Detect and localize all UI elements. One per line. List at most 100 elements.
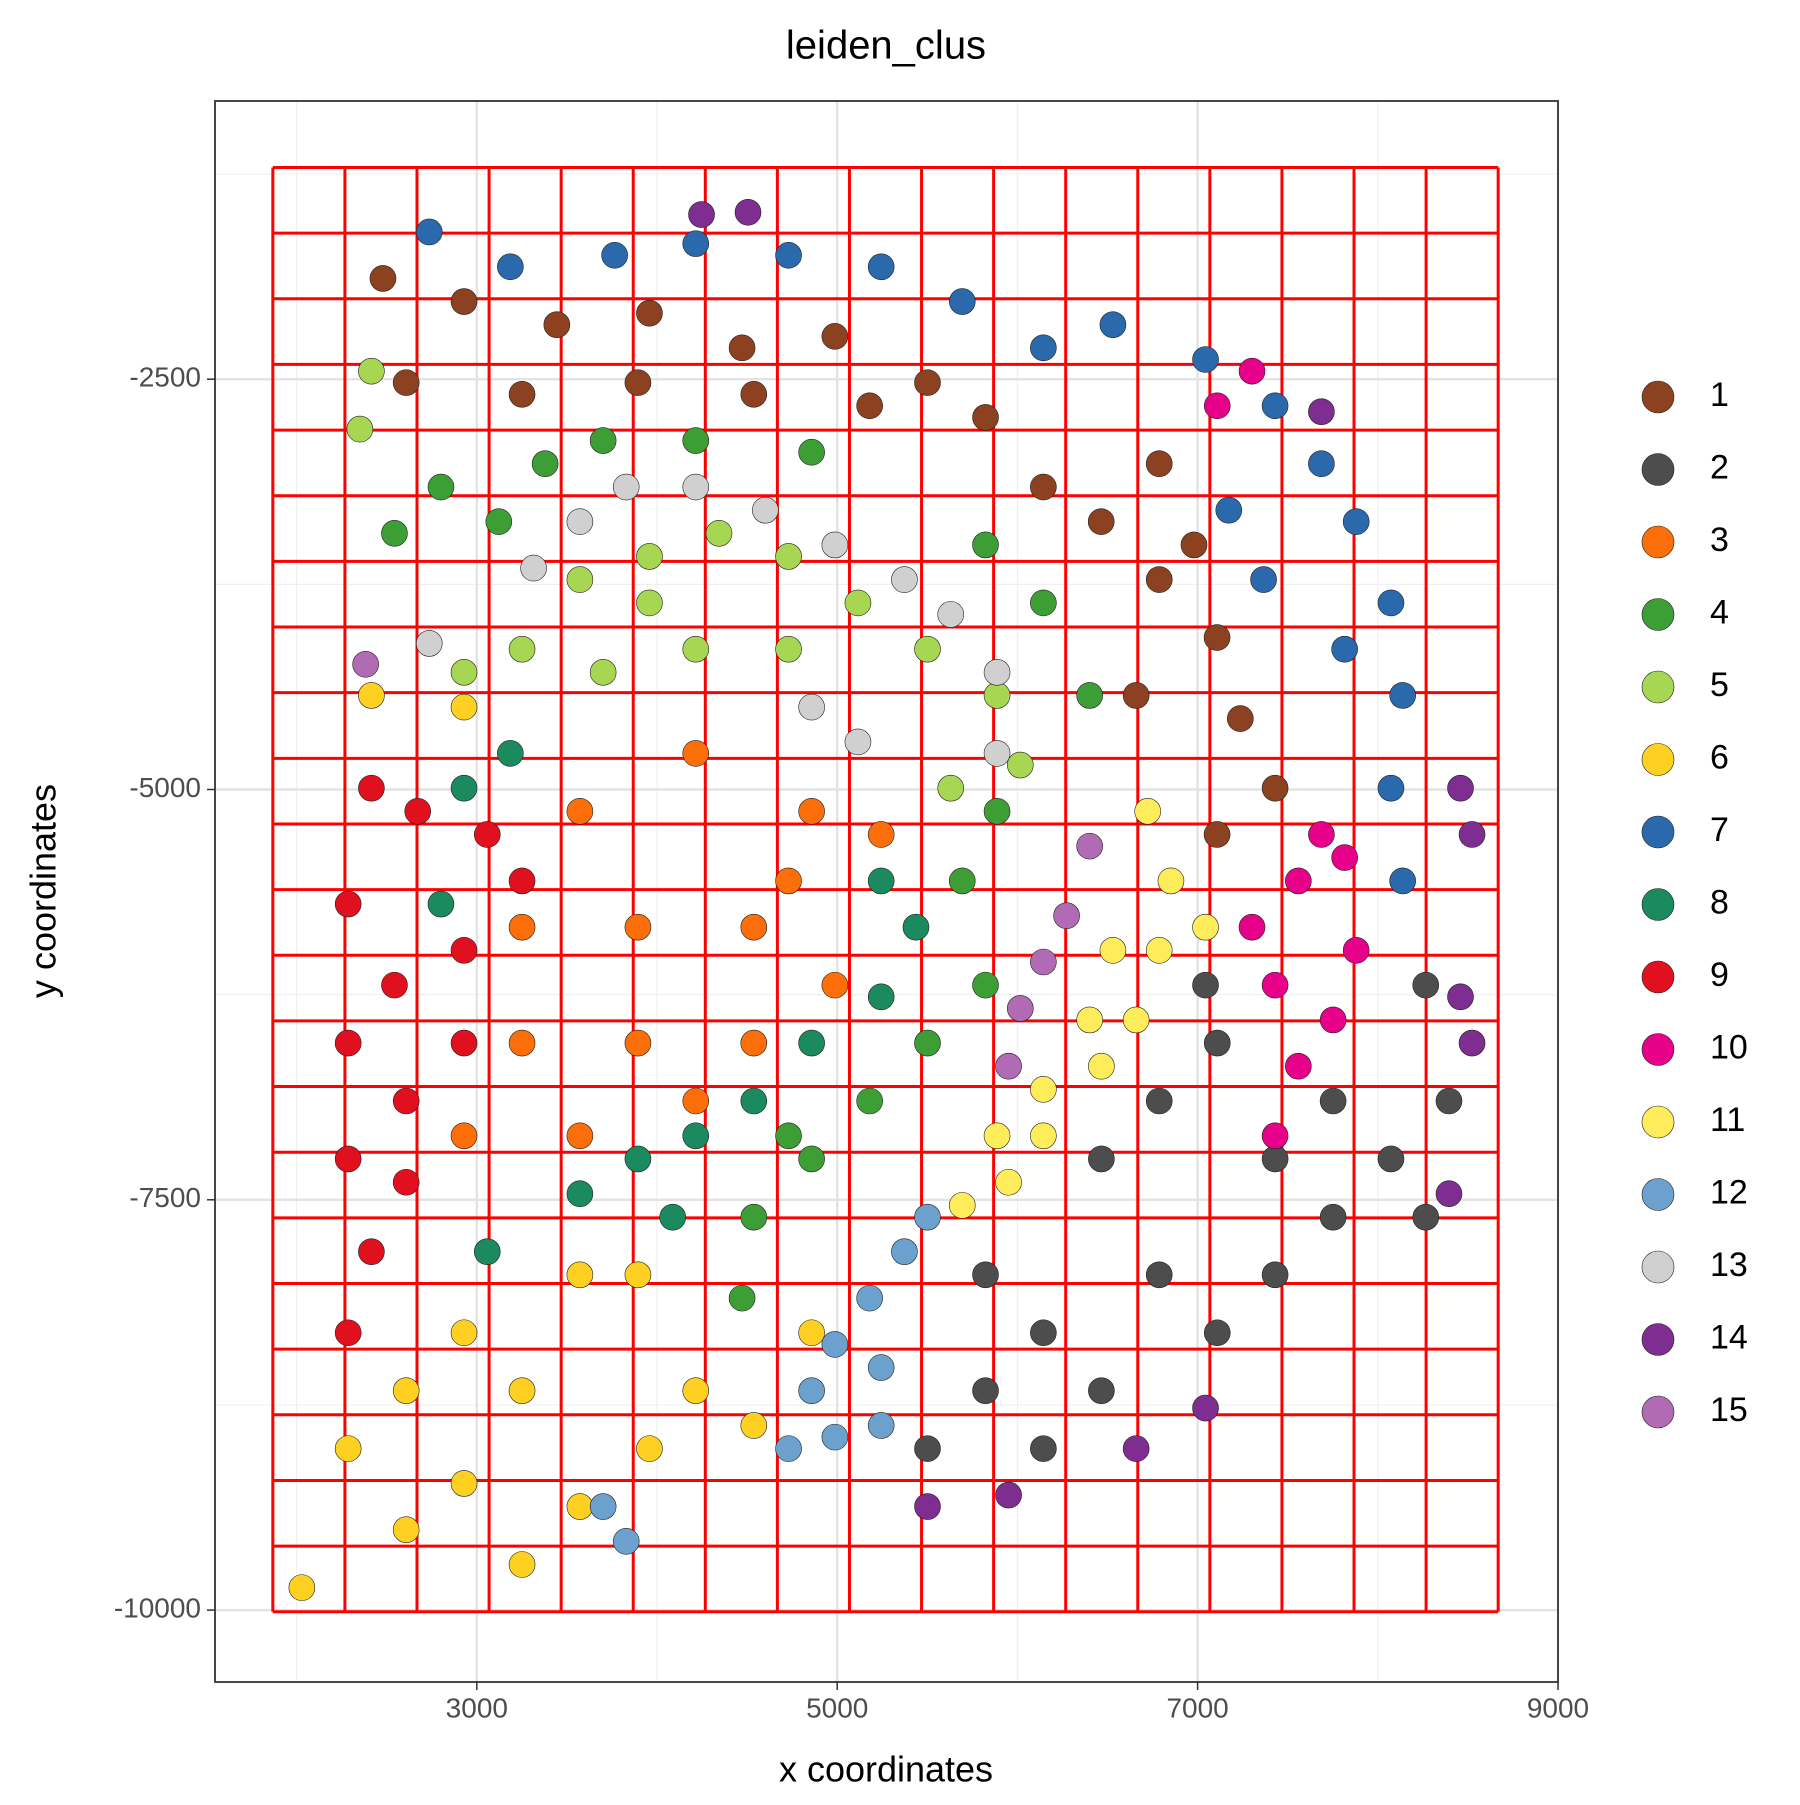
point (728, 1284, 756, 1312)
legend-label: 7 (1710, 811, 1729, 849)
point (798, 798, 825, 825)
point (1412, 1203, 1440, 1231)
point (983, 682, 1011, 709)
point (1053, 902, 1080, 930)
point (1227, 705, 1254, 732)
point (983, 659, 1011, 686)
point (636, 589, 663, 617)
point (1099, 311, 1127, 339)
point (346, 415, 374, 443)
point (948, 288, 976, 315)
legend-label: 3 (1710, 521, 1729, 559)
point (1308, 398, 1335, 425)
point (1076, 832, 1103, 860)
point (508, 867, 536, 895)
point (1261, 774, 1289, 802)
point (914, 1029, 941, 1057)
legend-swatch (1641, 888, 1675, 921)
legend-label: 9 (1710, 956, 1729, 994)
point (740, 380, 768, 408)
point (682, 1122, 710, 1150)
point (1030, 948, 1057, 976)
point (1180, 531, 1208, 559)
point (821, 531, 849, 559)
point (867, 1354, 895, 1381)
point (1203, 1029, 1231, 1057)
point (1192, 971, 1219, 999)
point (1030, 1122, 1057, 1150)
x-axis-title: x coordinates (779, 1749, 993, 1790)
point (624, 369, 652, 396)
point (1319, 1006, 1347, 1034)
legend-label: 13 (1710, 1246, 1748, 1284)
point (948, 867, 976, 895)
point (543, 311, 571, 339)
point (1261, 392, 1289, 420)
point (381, 520, 408, 547)
point (983, 798, 1011, 825)
point (983, 1122, 1011, 1150)
point (392, 1516, 420, 1543)
point (682, 427, 710, 454)
point (450, 659, 478, 686)
point (624, 1145, 652, 1173)
point (1447, 983, 1474, 1011)
point (450, 693, 478, 721)
point (1261, 971, 1289, 999)
point (1435, 1180, 1463, 1208)
point (983, 740, 1011, 767)
point (392, 1168, 420, 1196)
point (636, 543, 663, 570)
point (740, 913, 768, 941)
point (450, 774, 478, 802)
point (798, 1319, 825, 1347)
point (688, 201, 715, 228)
point (867, 821, 895, 848)
point (682, 635, 710, 663)
point (427, 473, 455, 501)
point (775, 543, 802, 570)
point (798, 1377, 825, 1404)
point (450, 1319, 478, 1347)
legend-swatch (1641, 1178, 1675, 1211)
point (1006, 995, 1034, 1022)
point (450, 1122, 478, 1150)
point (740, 1029, 768, 1057)
point (1377, 589, 1405, 617)
point (775, 241, 802, 269)
point (821, 323, 849, 350)
legend-label: 15 (1710, 1391, 1748, 1429)
x-tick-label: 5000 (806, 1692, 868, 1723)
point (728, 334, 756, 362)
point (740, 1087, 768, 1115)
legend-swatch (1641, 1105, 1675, 1139)
legend-swatch (1641, 1323, 1675, 1356)
point (1122, 1435, 1150, 1462)
point (508, 380, 536, 408)
legend-swatch (1641, 598, 1675, 631)
point (798, 693, 825, 721)
point (995, 1481, 1022, 1509)
point (1319, 1203, 1347, 1231)
point (1192, 1394, 1219, 1422)
point (1157, 867, 1185, 895)
point (497, 253, 524, 281)
point (381, 971, 408, 999)
point (1261, 1261, 1289, 1289)
y-tick-label: -7500 (129, 1182, 201, 1213)
point (821, 1331, 849, 1358)
y-tick-label: -10000 (114, 1593, 201, 1624)
point (798, 1145, 825, 1173)
point (358, 682, 385, 709)
point (450, 937, 478, 964)
point (752, 496, 779, 524)
point (508, 635, 536, 663)
point (485, 508, 513, 535)
point (358, 357, 385, 385)
point (972, 531, 999, 559)
point (566, 1180, 594, 1208)
legend-label: 11 (1710, 1101, 1745, 1139)
point (1261, 1122, 1289, 1150)
